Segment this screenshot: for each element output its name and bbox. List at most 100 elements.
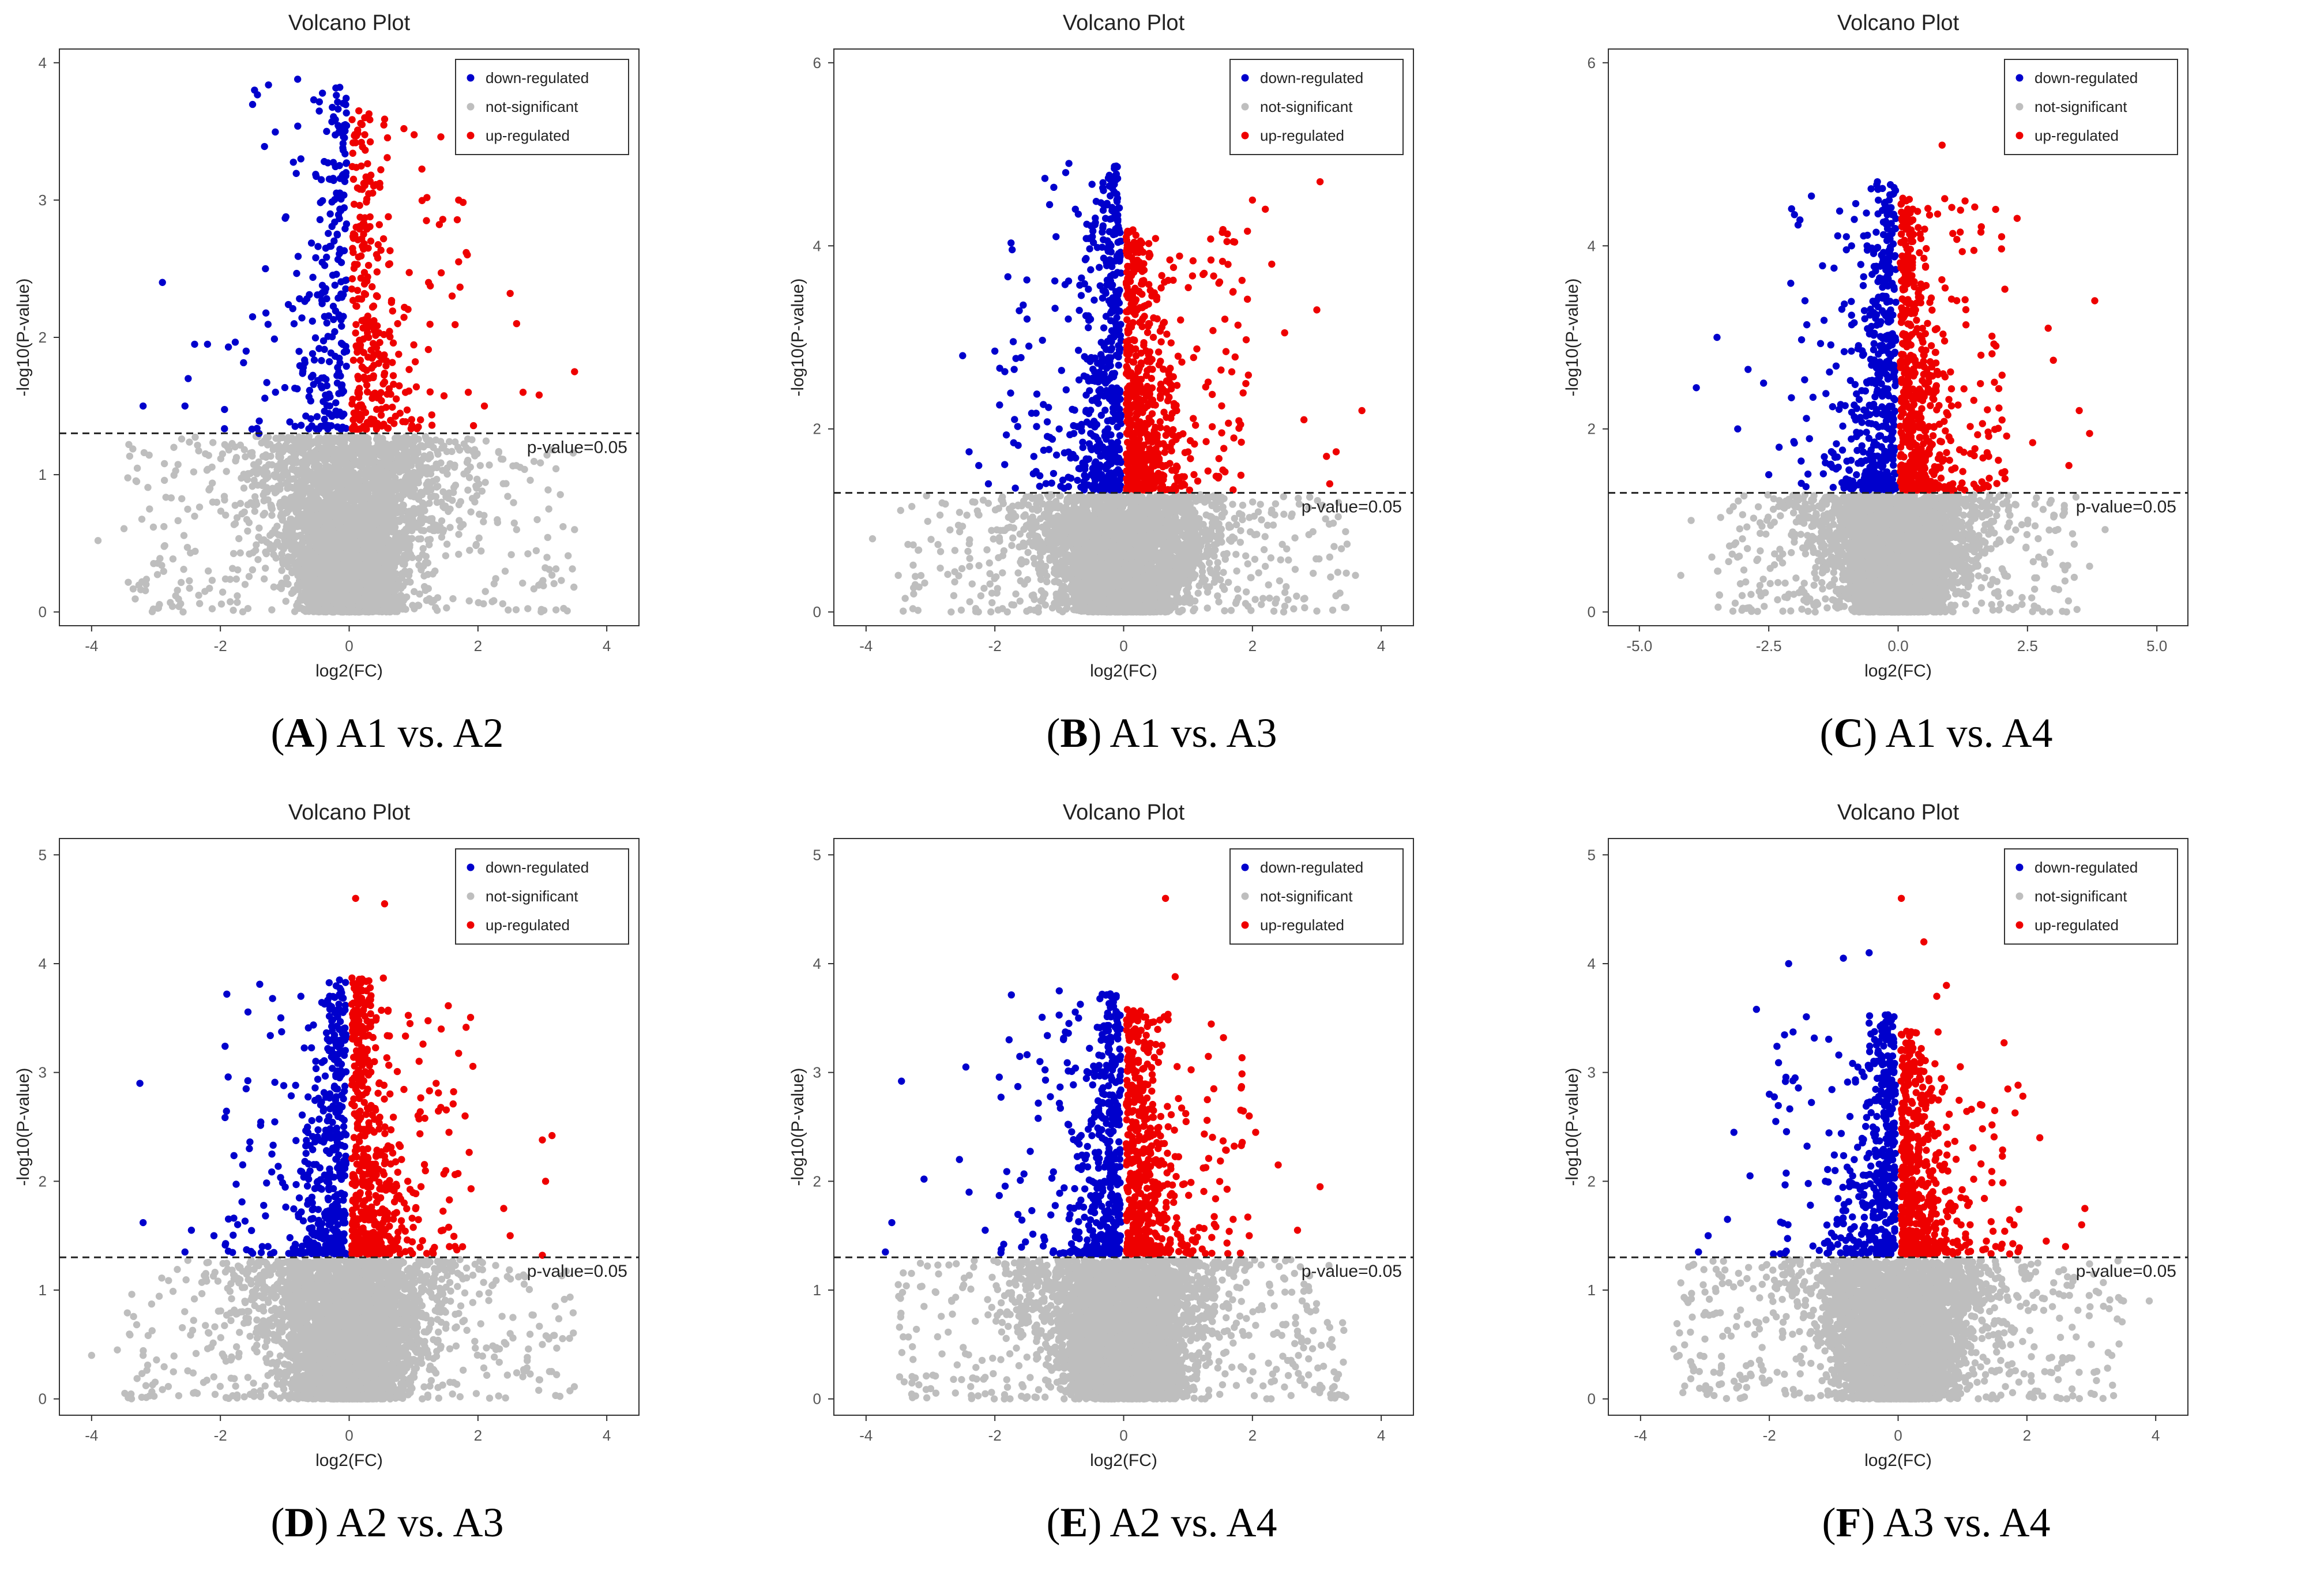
point-not-significant (543, 554, 551, 561)
point-up-regulated (396, 409, 404, 417)
point-not-significant (311, 604, 319, 612)
point-down-regulated (272, 128, 279, 136)
point-not-significant (202, 450, 209, 458)
point-not-significant (307, 505, 314, 513)
point-not-significant (355, 462, 363, 469)
point-not-significant (415, 505, 423, 513)
point-up-regulated (374, 293, 381, 300)
point-not-significant (371, 514, 379, 522)
point-not-significant (153, 571, 161, 578)
point-up-regulated (360, 269, 368, 276)
point-not-significant (308, 597, 315, 604)
point-not-significant (292, 491, 300, 499)
point-not-significant (353, 593, 360, 600)
point-not-significant (495, 448, 503, 456)
point-not-significant (262, 453, 270, 461)
point-not-significant (170, 443, 178, 451)
point-not-significant (194, 441, 201, 449)
point-not-significant (363, 585, 371, 593)
point-not-significant (217, 600, 225, 608)
point-not-significant (120, 525, 128, 532)
point-up-regulated (386, 328, 393, 335)
y-axis-label: -log10(P-value) (788, 278, 807, 396)
point-not-significant (277, 453, 284, 461)
point-not-significant (178, 495, 186, 502)
point-not-significant (446, 524, 454, 531)
point-not-significant (452, 482, 460, 489)
point-not-significant (302, 465, 310, 472)
point-up-regulated (389, 372, 397, 379)
point-not-significant (230, 521, 238, 528)
point-not-significant (569, 565, 576, 573)
point-up-regulated (356, 295, 363, 303)
point-down-regulated (301, 356, 309, 364)
point-not-significant (244, 501, 251, 509)
point-up-regulated (389, 403, 396, 411)
y-tick-label: 0 (39, 603, 47, 621)
point-not-significant (427, 440, 435, 448)
point-not-significant (476, 462, 484, 469)
point-down-regulated (289, 159, 297, 166)
point-up-regulated (349, 249, 357, 256)
point-down-regulated (325, 312, 333, 319)
point-not-significant (416, 472, 424, 480)
point-up-regulated (364, 354, 372, 361)
point-not-significant (392, 464, 400, 472)
point-not-significant (380, 529, 388, 536)
point-not-significant (486, 461, 493, 469)
point-not-significant (434, 594, 442, 601)
point-not-significant (482, 588, 489, 595)
point-not-significant (360, 452, 368, 459)
point-down-regulated (333, 230, 341, 238)
point-up-regulated (426, 321, 434, 328)
point-down-regulated (255, 417, 263, 425)
point-down-regulated (139, 402, 147, 410)
point-up-regulated (383, 134, 392, 142)
point-up-regulated (370, 327, 378, 334)
point-down-regulated (318, 384, 326, 392)
point-not-significant (328, 476, 336, 484)
point-not-significant (330, 529, 338, 536)
point-not-significant (295, 557, 303, 565)
point-up-regulated (366, 374, 373, 382)
point-not-significant (414, 449, 422, 457)
point-down-regulated (343, 220, 351, 228)
point-not-significant (294, 471, 302, 479)
point-not-significant (317, 505, 325, 512)
point-not-significant (303, 571, 310, 579)
point-not-significant (355, 481, 363, 489)
point-not-significant (408, 535, 416, 543)
point-down-regulated (323, 127, 330, 136)
point-down-regulated (338, 322, 345, 330)
point-not-significant (396, 595, 404, 603)
point-not-significant (348, 491, 356, 499)
point-down-regulated (254, 91, 261, 99)
point-not-significant (405, 469, 412, 476)
point-up-regulated (401, 389, 409, 396)
point-not-significant (283, 509, 291, 516)
point-down-regulated (340, 291, 347, 299)
point-down-regulated (333, 92, 340, 99)
point-up-regulated (365, 110, 373, 118)
point-not-significant (236, 549, 244, 557)
point-up-regulated (395, 351, 403, 358)
point-not-significant (533, 516, 541, 524)
point-not-significant (410, 469, 418, 476)
point-not-significant (376, 444, 384, 452)
point-not-significant (373, 537, 381, 544)
point-not-significant (281, 467, 289, 474)
point-up-regulated (506, 290, 514, 298)
point-not-significant (186, 584, 193, 592)
point-not-significant (195, 503, 204, 511)
point-not-significant (387, 494, 394, 501)
point-not-significant (312, 505, 319, 513)
point-not-significant (385, 563, 393, 572)
point-not-significant (289, 588, 298, 596)
point-not-significant (133, 464, 141, 472)
legend-label: down-regulated (486, 69, 589, 87)
point-up-regulated (386, 247, 394, 254)
point-up-regulated (348, 275, 356, 283)
point-down-regulated (281, 215, 289, 222)
point-not-significant (232, 454, 240, 461)
point-not-significant (340, 499, 348, 506)
